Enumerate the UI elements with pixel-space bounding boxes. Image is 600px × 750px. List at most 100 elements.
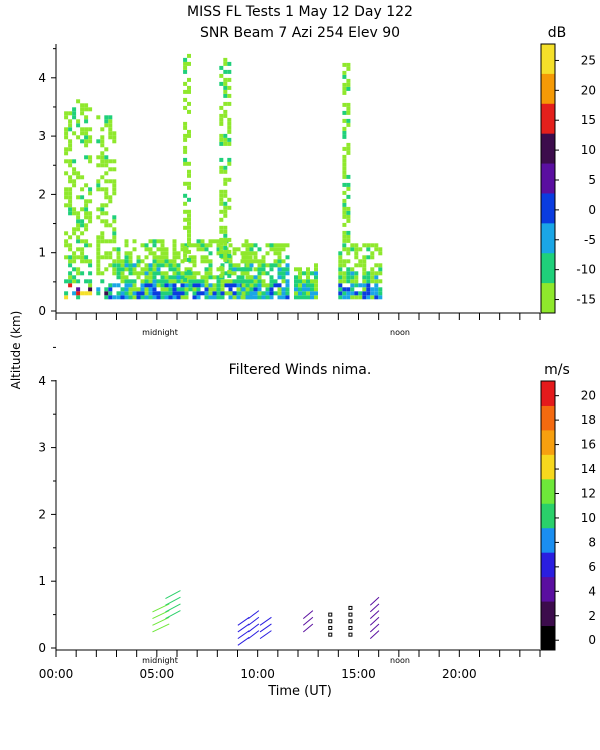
snr-cell bbox=[104, 187, 109, 192]
snr-cell bbox=[257, 271, 262, 276]
snr-cell bbox=[116, 259, 121, 264]
wind-barb bbox=[302, 623, 314, 633]
snr-cell bbox=[84, 131, 89, 136]
snr-cell bbox=[76, 219, 81, 224]
x-axis-label: Time (UT) bbox=[267, 684, 332, 699]
snr-colorbar-label: 0 bbox=[588, 203, 596, 217]
snr-cell bbox=[144, 267, 149, 272]
snr-cell bbox=[306, 287, 310, 292]
winds-colorbar-label: 18 bbox=[581, 413, 596, 427]
snr-cell bbox=[96, 235, 101, 240]
snr-cell bbox=[192, 287, 197, 292]
snr-cell bbox=[104, 291, 109, 296]
snr-cell bbox=[84, 139, 89, 144]
snr-cell bbox=[285, 271, 290, 276]
snr-cell bbox=[314, 291, 318, 296]
snr-cell bbox=[76, 215, 81, 220]
snr-cell bbox=[346, 259, 351, 264]
snr-cell bbox=[302, 271, 306, 276]
snr-cell bbox=[245, 267, 250, 272]
snr-cell bbox=[277, 247, 282, 252]
snr-cell bbox=[285, 287, 290, 292]
snr-cell bbox=[172, 243, 177, 248]
snr-cell bbox=[76, 223, 81, 228]
snr-cell bbox=[192, 255, 197, 260]
snr-cell bbox=[176, 271, 181, 276]
snr-cell bbox=[196, 295, 201, 300]
snr-cell bbox=[227, 197, 232, 202]
snr-cell bbox=[160, 291, 165, 296]
snr-cell bbox=[84, 115, 89, 120]
snr-cell bbox=[224, 271, 229, 276]
snr-cell bbox=[140, 283, 145, 288]
snr-cell bbox=[183, 105, 188, 110]
snr-cell bbox=[236, 279, 241, 284]
snr-cell bbox=[223, 245, 228, 250]
snr-cell bbox=[370, 287, 375, 292]
winds-y-tick-label: 2 bbox=[38, 507, 46, 521]
snr-cell bbox=[208, 239, 213, 244]
snr-cell bbox=[285, 267, 290, 272]
snr-cell bbox=[152, 279, 157, 284]
wind-barb bbox=[237, 630, 250, 640]
snr-cell bbox=[124, 291, 129, 296]
snr-cell bbox=[88, 139, 93, 144]
winds-title: Filtered Winds nima. bbox=[229, 362, 372, 378]
winds-x-tick-labels: 00:00 05:00 10:00 15:00 20:00 bbox=[39, 667, 477, 681]
snr-cell bbox=[112, 135, 117, 140]
snr-cell bbox=[72, 255, 77, 260]
snr-cell bbox=[68, 211, 73, 216]
snr-panel: 0 1 2 3 4 midnight noon 25 20 15 10 5 0 -5 -10 -15 d… bbox=[38, 25, 596, 337]
snr-cell bbox=[223, 137, 228, 142]
wind-barb bbox=[302, 610, 314, 619]
snr-cell bbox=[80, 255, 85, 260]
snr-cell bbox=[72, 115, 77, 120]
snr-cell bbox=[160, 263, 165, 268]
wind-barbs bbox=[152, 590, 380, 646]
snr-cell bbox=[223, 57, 228, 62]
winds-colorbar-label: 6 bbox=[588, 560, 596, 574]
snr-cell bbox=[183, 81, 188, 86]
snr-cell bbox=[72, 211, 77, 216]
snr-cell bbox=[88, 219, 93, 224]
snr-cell bbox=[76, 171, 81, 176]
snr-cell bbox=[232, 267, 237, 272]
snr-cell bbox=[378, 287, 383, 292]
snr-cell bbox=[342, 118, 347, 123]
snr-y-tick-label: 4 bbox=[38, 71, 46, 85]
winds-colorbar-segment bbox=[541, 454, 555, 480]
snr-cell bbox=[76, 287, 81, 292]
snr-cell bbox=[273, 263, 278, 268]
snr-cell bbox=[84, 279, 89, 284]
snr-cell bbox=[104, 211, 109, 216]
snr-cell bbox=[281, 247, 286, 252]
snr-cell bbox=[200, 259, 205, 264]
snr-cell bbox=[261, 295, 266, 300]
snr-cell bbox=[378, 279, 383, 284]
snr-cell bbox=[200, 291, 205, 296]
snr-cell bbox=[219, 137, 224, 142]
snr-cell bbox=[273, 283, 278, 288]
snr-cell bbox=[88, 155, 93, 160]
snr-cell bbox=[68, 243, 73, 248]
snr-cell bbox=[187, 181, 191, 186]
wind-barb bbox=[165, 603, 181, 613]
snr-cell bbox=[183, 133, 188, 138]
snr-unit: dB bbox=[548, 25, 567, 41]
snr-colorbar-segment bbox=[541, 133, 555, 165]
snr-cell bbox=[223, 81, 228, 86]
snr-cell bbox=[160, 247, 165, 252]
wind-barb bbox=[259, 623, 272, 633]
snr-cell bbox=[358, 283, 363, 288]
snr-cell bbox=[68, 163, 73, 168]
snr-cell bbox=[245, 263, 250, 268]
snr-cell bbox=[120, 275, 125, 280]
snr-cell bbox=[152, 251, 157, 256]
snr-cell bbox=[116, 255, 121, 260]
snr-cell bbox=[144, 275, 149, 280]
snr-cell bbox=[346, 206, 351, 211]
snr-cell bbox=[366, 283, 371, 288]
snr-cell bbox=[269, 295, 274, 300]
snr-cell bbox=[68, 235, 73, 240]
